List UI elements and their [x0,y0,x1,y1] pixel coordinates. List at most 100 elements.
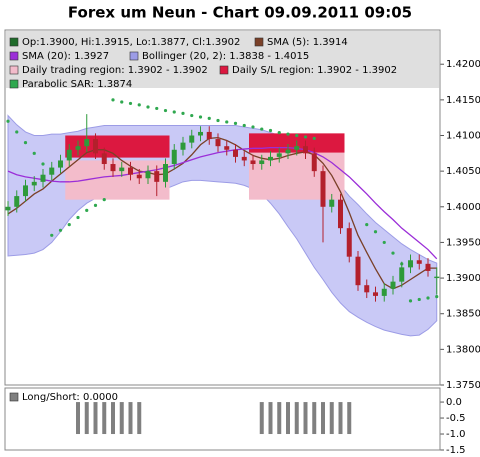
bar [76,402,80,435]
candle-body [381,288,387,296]
candle-body [84,139,90,147]
bar [84,402,89,435]
sar-dot [242,123,246,128]
y-tick-label: -1.5 [446,445,466,456]
candle-body [206,131,212,140]
candle-body [311,153,317,172]
sar-dot [111,98,115,102]
y-tick-label: 1.4000 [446,202,480,213]
panel-frame [4,29,441,386]
candle-body [154,171,160,182]
sar-dot [435,295,439,299]
candle-body [14,196,20,207]
candle-body [224,146,230,150]
sar-dot [6,119,10,123]
legend-label: Parabolic SAR: 1.3874 [22,79,132,90]
candle-body [276,153,282,157]
candle-body [110,164,116,172]
sar-dot [67,223,71,227]
sar-dot [181,111,185,116]
legend-label: SMA (5): 1.3914 [267,37,348,48]
sar-dot [76,215,80,220]
y-tick-label: 1.4150 [446,95,480,106]
legend-swatch [9,37,19,47]
candle-body [294,146,300,150]
candle-body [101,153,107,165]
sar-dot [233,121,238,125]
candle-body [329,199,335,207]
candle-body [163,164,168,182]
candle-body [390,281,396,289]
candle-body [250,160,256,165]
legend-label: SMA (20): 1.3927 [22,51,109,62]
candle-body [285,149,291,154]
sar-dot [23,141,28,145]
legend-label: Op:1.3900, Hi:1.3915, Lo:1.3877, Cl:1.39… [22,37,240,48]
bar [294,402,299,435]
candle-body [338,199,343,229]
bar [277,402,282,435]
y-tick-label: 1.4050 [446,166,480,177]
candle-body [355,256,361,286]
sar-dot [216,118,220,123]
candle-body [66,149,72,161]
sar-dot [128,101,133,106]
sar-dot [225,120,229,124]
legend-swatch [9,79,19,89]
line-series [7,146,438,260]
candle-body [23,185,28,197]
candle-body [136,174,142,179]
sar-dot [15,130,19,134]
legend-label: Bollinger (20, 2): 1.3838 - 1.4015 [142,51,309,62]
chart-title: Forex um Neun - Chart 09.09.2011 09:05 [68,4,412,22]
candle-body [31,181,37,186]
sar-dot [251,125,255,129]
sar-dot [312,136,316,140]
y-tick-label: 1.3850 [446,309,480,320]
bar [93,402,98,435]
candle-body [346,228,352,257]
bar [303,402,308,435]
candle-body [416,260,422,264]
sar-dot [155,106,159,111]
y-tick-label: -1.0 [446,429,466,440]
candle-body [259,160,265,165]
sar-dot [102,198,106,202]
y-tick-label: 1.4100 [446,131,480,142]
sar-dot [50,233,54,237]
sar-dot [303,135,308,139]
bar [259,402,264,435]
bar [268,402,273,435]
candle-body [425,263,431,271]
bar [102,402,107,435]
candle-body [119,167,125,172]
sar-dot [85,208,89,212]
candle-body [241,156,247,161]
sar-dot [93,203,98,207]
legend-swatch [219,65,229,75]
sar-dot [268,128,273,133]
candle-body [171,149,177,165]
legend-swatch [9,51,19,61]
candle-body [320,171,326,207]
candle-body [145,171,151,179]
candle-body [40,174,46,182]
y-tick-label: 1.3950 [446,237,480,248]
y-tick-label: 1.3900 [446,273,480,284]
y-tick-label: 1.3750 [446,380,480,391]
legend-swatch [129,51,139,61]
candle-body [189,135,195,143]
sar-dot [41,162,45,166]
candle-body [408,260,413,268]
sar-dot [426,296,430,300]
sar-dot [190,113,194,118]
sar-dot [277,131,281,135]
sar-dot [163,108,168,113]
bar [286,402,290,435]
sar-dot [207,116,211,120]
candle-body [268,156,273,161]
bar [137,402,142,435]
candle-body [75,146,81,150]
sar-dot [417,297,421,302]
